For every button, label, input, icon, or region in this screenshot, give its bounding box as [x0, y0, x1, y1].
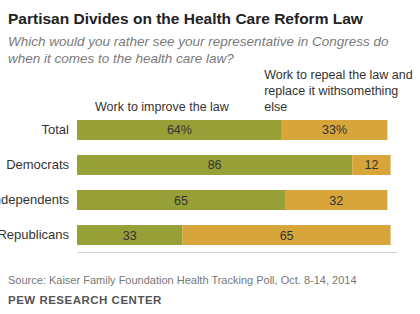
bar — [352, 155, 390, 175]
title: Partisan Divides on the Health Care Refo… — [8, 10, 364, 27]
tick-label: Independents — [0, 192, 69, 207]
bar — [282, 120, 388, 140]
legend-entry-line: Work to improve the law — [95, 100, 230, 114]
data-label: 33 — [123, 229, 137, 243]
tick: Total — [42, 122, 77, 137]
bar — [77, 120, 282, 140]
tick-label: Total — [42, 122, 70, 137]
source: Source: Kaiser Family Foundation Health … — [8, 274, 357, 286]
data-label: 12 — [364, 158, 378, 172]
data-label: 33% — [322, 123, 347, 137]
tick: Democrats — [6, 157, 77, 172]
tick-label: Democrats — [6, 157, 69, 172]
legend-entry: Work to repeal the law and replace it wit… — [264, 68, 413, 114]
data-label: 32 — [329, 194, 343, 208]
axis-line — [78, 252, 398, 253]
chart: Partisan Divides on the Health Care Refo… — [0, 0, 420, 314]
tick: Republicans — [0, 227, 77, 242]
data-label: 86 — [208, 158, 222, 172]
subtitle: Which would you rather see your represen… — [8, 34, 389, 66]
legend-entry-line: else — [264, 100, 287, 114]
y-axis: Total Democrats Independents Republicans — [0, 122, 77, 242]
subtitle-line: when it comes to the health care law? — [8, 51, 234, 66]
legend-entry-line: replace it withsomething — [264, 84, 398, 98]
legend-entry: Work to improve the law — [95, 100, 230, 114]
legend-entry-line: Work to repeal the law and — [264, 68, 413, 82]
bar — [285, 190, 387, 210]
tick: Independents — [0, 192, 77, 207]
bar — [77, 190, 285, 210]
data-labels: 64% 86 65 33 33% 12 32 65 — [123, 123, 379, 242]
bar — [77, 155, 352, 175]
bar — [77, 225, 183, 245]
data-label: 65 — [174, 194, 188, 208]
data-label: 65 — [280, 229, 294, 243]
tick-label: Republicans — [0, 227, 69, 242]
subtitle-line: Which would you rather see your represen… — [8, 34, 389, 49]
credit: PEW RESEARCH CENTER — [8, 294, 162, 306]
data-label: 64% — [167, 123, 192, 137]
bar — [183, 225, 391, 245]
bars — [77, 120, 391, 245]
x-axis — [78, 252, 398, 253]
